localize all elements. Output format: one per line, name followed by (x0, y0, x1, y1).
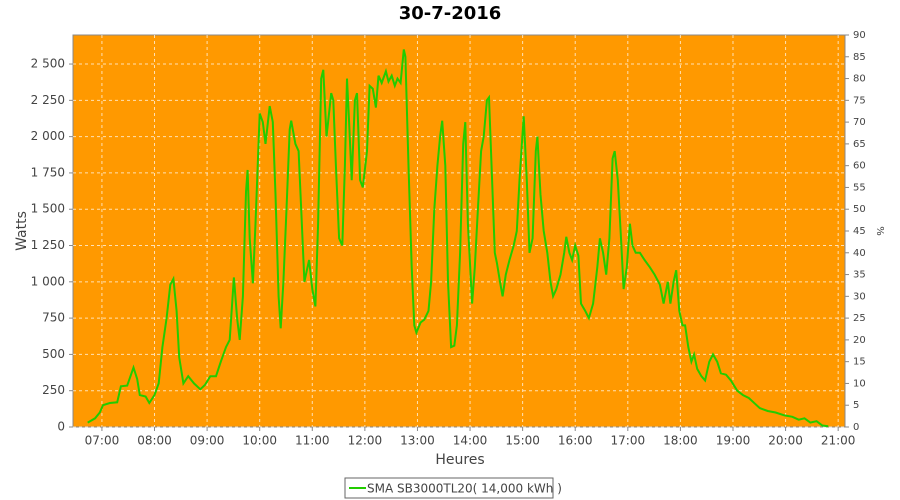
y2-tick-label: 30 (853, 291, 866, 302)
x-tick-label: 12:00 (348, 434, 383, 448)
plot-area (72, 34, 846, 428)
y2-tick-label: 10 (853, 378, 866, 389)
x-tick-label: 07:00 (85, 434, 120, 448)
series-line (87, 49, 829, 428)
x-tick-label: 16:00 (558, 434, 593, 448)
y-tick-label: 250 (42, 383, 65, 397)
y-tick-label: 2 000 (31, 129, 65, 143)
y2-tick-label: 20 (853, 335, 866, 346)
y2-tick-label: 15 (853, 357, 866, 368)
legend-box (344, 477, 554, 499)
x-tick-label: 21:00 (821, 434, 856, 448)
y2-tick-label: 0 (853, 422, 859, 433)
chart-title: 30-7-2016 (399, 3, 502, 24)
y2-tick-label: 45 (853, 226, 866, 237)
x-tick-label: 15:00 (505, 434, 540, 448)
y-tick-label: 500 (42, 347, 65, 361)
y-tick-label: 2 500 (31, 57, 65, 71)
y2-tick-label: 90 (853, 30, 866, 41)
x-tick-label: 17:00 (611, 434, 646, 448)
x-tick-label: 10:00 (242, 434, 277, 448)
legend-label: SMA SB3000TL20( 14,000 kWh ) (367, 482, 562, 496)
y2-tick-label: 65 (853, 139, 866, 150)
y2-axis-title: % (874, 226, 885, 236)
y2-tick-label: 50 (853, 204, 866, 215)
y2-tick-label: 60 (853, 161, 866, 172)
y-tick-label: 2 250 (31, 93, 65, 107)
x-tick-label: 09:00 (190, 434, 225, 448)
y2-tick-label: 75 (853, 95, 866, 106)
y2-tick-label: 40 (853, 248, 866, 259)
y2-tick-label: 85 (853, 52, 866, 63)
x-tick-label: 20:00 (768, 434, 803, 448)
y-tick-label: 1 750 (31, 165, 65, 179)
y2-tick-label: 70 (853, 117, 866, 128)
y2-tick-label: 5 (853, 400, 859, 411)
x-tick-label: 13:00 (400, 434, 435, 448)
y2-tick-label: 35 (853, 270, 866, 281)
y-tick-label: 1 250 (31, 238, 65, 252)
x-tick-label: 14:00 (453, 434, 488, 448)
y2-tick-label: 55 (853, 182, 866, 193)
y-tick-label: 750 (42, 311, 65, 325)
x-tick-label: 08:00 (137, 434, 172, 448)
y-tick-label: 0 (57, 420, 65, 434)
x-axis-title: Heures (435, 452, 484, 468)
y2-tick-label: 80 (853, 74, 866, 85)
x-tick-label: 18:00 (663, 434, 698, 448)
y-tick-label: 1 000 (31, 274, 65, 288)
y-tick-label: 1 500 (31, 202, 65, 216)
x-tick-label: 19:00 (716, 434, 751, 448)
y2-tick-label: 25 (853, 313, 866, 324)
y-axis-title: Watts (14, 211, 30, 251)
x-tick-label: 11:00 (295, 434, 330, 448)
